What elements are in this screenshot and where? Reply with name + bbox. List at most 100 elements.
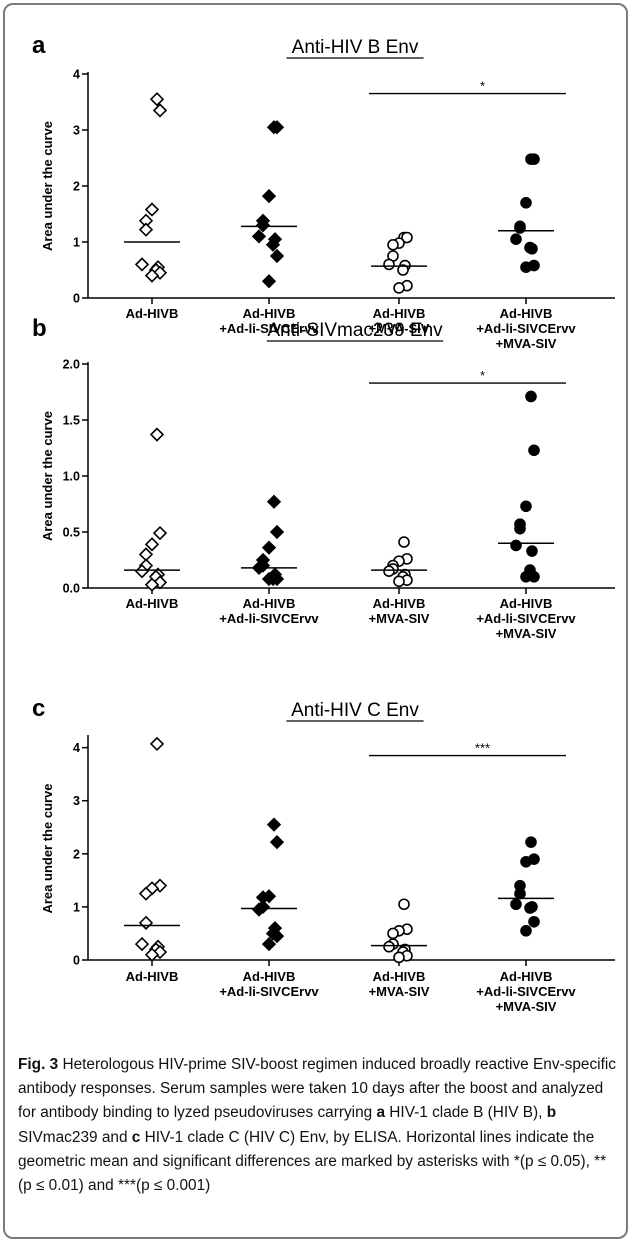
data-point	[525, 390, 537, 403]
data-point	[144, 202, 160, 217]
y-tick-label: 2	[73, 847, 80, 861]
x-category-label-line: +MVA-SIV	[369, 984, 430, 999]
data-point	[393, 951, 405, 964]
data-point	[138, 222, 154, 237]
x-category-label-line: +MVA-SIV	[369, 321, 430, 336]
data-point	[520, 855, 532, 868]
panel-letter: a	[32, 32, 46, 59]
x-category-label-line: Ad-HIVB	[243, 306, 296, 321]
caption-panel-b: b	[546, 1104, 557, 1122]
data-point	[261, 188, 277, 204]
data-point	[520, 197, 532, 209]
x-category-label-line: +MVA-SIV	[369, 611, 430, 626]
data-point	[525, 836, 537, 848]
caption-text-2: HIV-1 clade B (HIV B),	[385, 1104, 547, 1122]
data-point	[520, 570, 532, 583]
caption-panel-a: a	[376, 1104, 386, 1122]
x-category-label-line: +MVA-SIV	[496, 999, 557, 1014]
data-point	[144, 577, 160, 592]
x-category-label-line: +MVA-SIV	[496, 626, 557, 641]
significance-label: ***	[475, 741, 490, 756]
data-point	[251, 902, 267, 917]
data-point	[528, 153, 540, 165]
data-point	[251, 229, 267, 244]
data-point	[266, 817, 282, 832]
x-category-label-line: Ad-HIVB	[243, 969, 296, 984]
data-point	[528, 444, 540, 457]
caption-text-1: Heterologous HIV-prime SIV-boost regimen…	[18, 1056, 616, 1122]
data-point	[269, 120, 285, 135]
y-axis-label: Area under the curve	[40, 783, 55, 913]
y-tick-label: 1	[73, 236, 80, 250]
data-point	[520, 261, 532, 274]
y-tick-label: 0.0	[63, 582, 80, 596]
x-category-label-line: Ad-HIVB	[126, 306, 179, 321]
y-tick-label: 0.5	[63, 526, 80, 540]
data-point	[397, 264, 409, 276]
x-category-label-line: +Ad-li-SIVCErvv	[219, 984, 319, 999]
y-tick-label: 1	[73, 900, 80, 914]
data-point	[524, 241, 536, 254]
y-tick-label: 0	[73, 954, 80, 968]
significance-label: *	[480, 79, 485, 94]
data-point	[401, 231, 413, 244]
y-tick-label: 3	[73, 794, 80, 808]
y-axis-label: Area under the curve	[40, 411, 55, 541]
data-point	[269, 834, 285, 850]
data-point	[261, 936, 277, 952]
x-category-label-line: Ad-HIVB	[500, 306, 553, 321]
y-tick-label: 4	[73, 68, 80, 82]
x-category-label-line: Ad-HIVB	[500, 969, 553, 984]
caption-label: Fig. 3	[18, 1056, 59, 1073]
data-point	[261, 274, 277, 289]
data-point	[520, 924, 532, 937]
y-tick-label: 0	[73, 292, 80, 306]
data-point	[261, 540, 277, 555]
data-point	[149, 736, 165, 752]
x-category-label: Ad-HIVB +Ad-li-SIVCErvv +MVA-SIV	[476, 596, 576, 641]
caption-text-3: SIVmac239 and	[18, 1128, 132, 1146]
data-point	[510, 539, 522, 552]
data-point	[526, 545, 538, 557]
data-point	[524, 902, 536, 914]
x-category-label-line: Ad-HIVB	[373, 306, 426, 321]
x-category-label-line: +Ad-li-SIVCErvv	[219, 321, 319, 336]
significance-label: *	[480, 368, 485, 383]
x-category-label: Ad-HIVB	[126, 306, 179, 321]
data-point	[134, 936, 150, 952]
y-tick-label: 4	[73, 741, 80, 755]
x-category-label-line: Ad-HIVB	[373, 969, 426, 984]
data-point	[514, 522, 526, 535]
x-category-label: Ad-HIVB	[126, 596, 179, 611]
data-point	[138, 915, 154, 930]
x-category-label: Ad-HIVB +Ad-li-SIVCErvv +MVA-SIV	[476, 969, 576, 1014]
x-category-label: Ad-HIVB +MVA-SIV	[369, 596, 430, 626]
data-point	[383, 940, 395, 953]
y-tick-label: 2	[73, 180, 80, 194]
figure-charts: a Anti-HIV B Env 0 1 2 3 4 Area under the curve…	[32, 32, 615, 1014]
data-point	[269, 928, 285, 944]
data-point	[265, 237, 281, 252]
panel-letter: b	[32, 315, 47, 342]
x-category-label: Ad-HIVB +Ad-li-SIVCErvv	[219, 306, 319, 336]
x-category-label: Ad-HIVB +Ad-li-SIVCErvv	[219, 969, 319, 999]
data-point	[152, 525, 168, 541]
x-category-label: Ad-HIVB +MVA-SIV	[369, 969, 430, 999]
data-point	[383, 565, 395, 578]
x-category-label: Ad-HIVB	[126, 969, 179, 984]
data-point	[255, 218, 271, 233]
x-category-label-line: Ad-HIVB	[243, 596, 296, 611]
x-category-label: Ad-HIVB +MVA-SIV	[369, 306, 430, 336]
figure-caption: Fig. 3 Heterologous HIV-prime SIV-boost …	[18, 1053, 618, 1198]
data-point	[514, 887, 526, 900]
panel-title: Anti-SIVmac239 Env	[267, 320, 443, 341]
y-axis-label: Area under the curve	[40, 121, 55, 251]
data-point	[149, 427, 165, 442]
data-point	[144, 947, 160, 962]
data-point	[510, 233, 522, 245]
x-category-label: Ad-HIVB +Ad-li-SIVCErvv +MVA-SIV	[476, 306, 576, 351]
panel-letter: c	[32, 695, 45, 722]
x-category-label: Ad-HIVB +Ad-li-SIVCErvv	[219, 596, 319, 626]
data-point	[138, 886, 154, 901]
data-point	[144, 537, 160, 552]
